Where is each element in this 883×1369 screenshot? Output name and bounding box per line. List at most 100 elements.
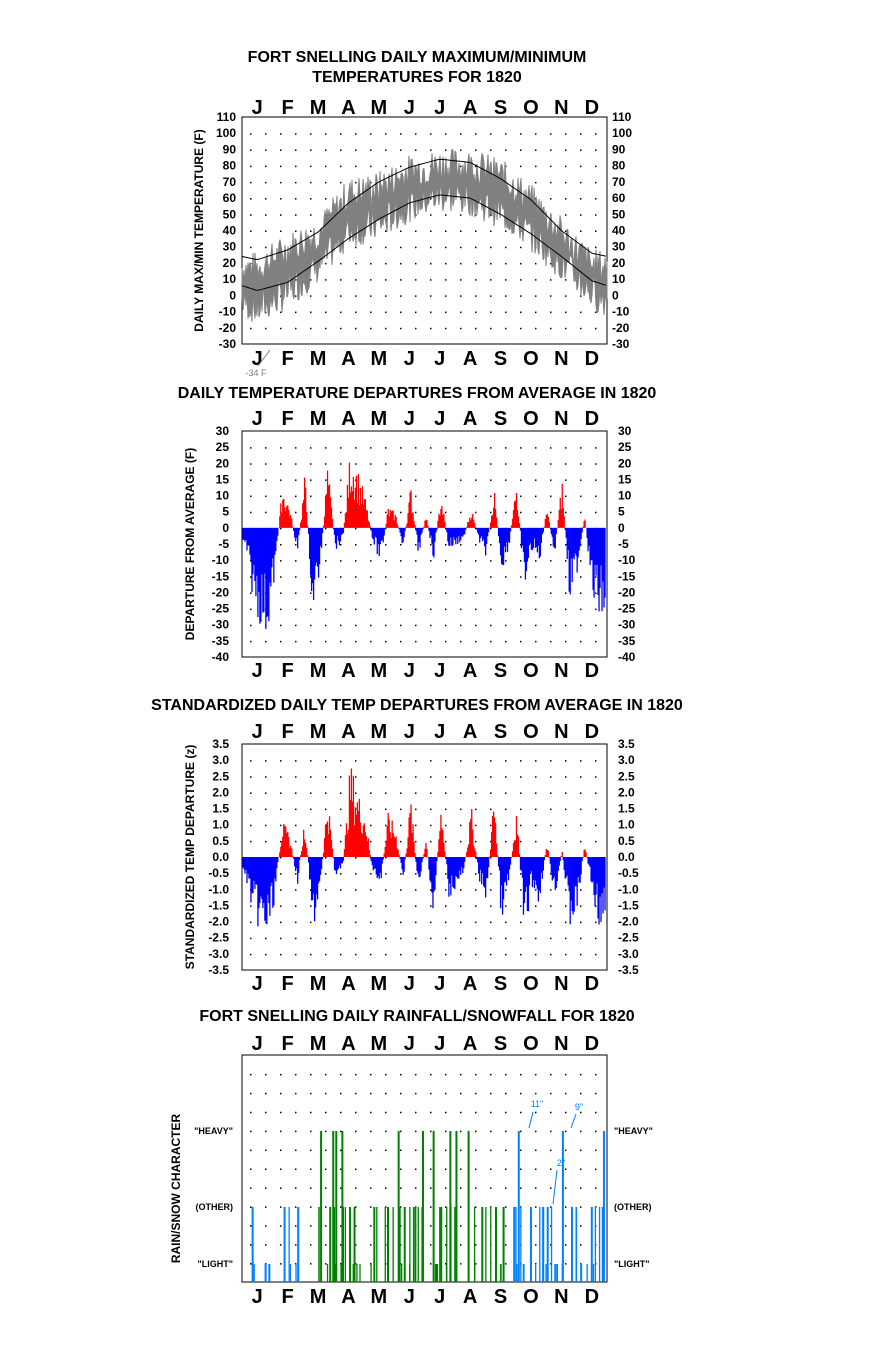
grid-dot	[520, 544, 522, 546]
grid-dot	[415, 511, 417, 514]
grid-dot	[385, 1130, 387, 1133]
grid-dot	[580, 792, 582, 794]
grid-dot	[370, 1111, 372, 1114]
temps-daily-min-line	[390, 221, 393, 232]
grid-dot	[310, 230, 312, 232]
grid-dot	[265, 327, 267, 330]
grid-dot	[355, 873, 357, 875]
grid-dot	[265, 246, 267, 249]
grid-dot	[325, 1149, 327, 1152]
temps-daily-max-line	[298, 242, 301, 259]
temps-ytick-right: -30	[612, 337, 630, 351]
grid-dot	[490, 246, 492, 249]
temps-daily-min-line	[603, 299, 606, 315]
grid-dot	[565, 1149, 567, 1152]
grid-dot	[580, 311, 582, 314]
grid-dot	[295, 640, 297, 643]
grid-dot	[415, 592, 417, 594]
temps-daily-max-line	[418, 163, 421, 188]
grid-dot	[250, 479, 252, 481]
grid-dot	[490, 1187, 492, 1189]
grid-dot	[280, 905, 282, 907]
grid-dot	[355, 857, 357, 859]
grid-dot	[490, 262, 492, 265]
grid-dot	[355, 1225, 357, 1227]
grid-dot	[535, 311, 537, 314]
grid-dot	[280, 560, 282, 562]
temps-daily-max-line	[550, 213, 553, 232]
temps-normal-high-line	[241, 158, 607, 260]
grid-dot	[535, 905, 537, 907]
grid-dot	[580, 889, 582, 891]
grid-dot	[520, 1149, 522, 1152]
grid-dot	[340, 921, 342, 924]
temps-daily-min-line	[368, 210, 371, 230]
grid-dot	[325, 937, 327, 940]
temps-daily-min-line	[296, 272, 299, 300]
grid-dot	[400, 873, 402, 875]
grid-dot	[460, 327, 462, 330]
grid-dot	[580, 921, 582, 924]
standardized-ytick-left: -2.5	[208, 931, 229, 945]
grid-dot	[520, 165, 522, 168]
grid-dot	[550, 1225, 552, 1227]
temps-daily-min-line	[534, 246, 537, 254]
temps-daily-max-line	[552, 229, 555, 239]
departures-ytick-left: -5	[218, 537, 229, 551]
grid-dot	[445, 1244, 447, 1246]
grid-dot	[505, 776, 507, 778]
grid-dot	[550, 1149, 552, 1152]
grid-dot	[280, 624, 282, 627]
grid-dot	[250, 1168, 252, 1170]
grid-dot	[370, 624, 372, 627]
grid-dot	[340, 1244, 342, 1246]
grid-dot	[385, 1187, 387, 1189]
grid-dot	[430, 608, 432, 611]
grid-dot	[325, 873, 327, 875]
standardized-ytick-right: 2.5	[618, 769, 635, 783]
grid-dot	[475, 640, 477, 643]
grid-dot	[325, 1130, 327, 1133]
grid-dot	[370, 873, 372, 875]
grid-dot	[355, 327, 357, 330]
grid-dot	[400, 840, 402, 843]
grid-dot	[295, 905, 297, 907]
temps-daily-min-line	[286, 293, 289, 298]
grid-dot	[295, 873, 297, 875]
standardized-ylabel: STANDARDIZED TEMP DEPARTURE (z)	[183, 745, 197, 970]
grid-dot	[460, 576, 462, 578]
temps-daily-max-line	[507, 186, 510, 192]
grid-dot	[265, 181, 267, 184]
standardized-ytick-right: -3.0	[618, 947, 639, 961]
precip-bottom-month-1: J	[252, 1286, 263, 1308]
grid-dot	[505, 230, 507, 232]
grid-dot	[580, 576, 582, 578]
grid-dot	[505, 889, 507, 891]
precip-top-month-7: J	[434, 1033, 445, 1055]
grid-dot	[595, 808, 597, 811]
grid-dot	[460, 624, 462, 627]
grid-dot	[370, 921, 372, 924]
temps-daily-max-line	[345, 206, 348, 210]
grid-dot	[490, 1092, 492, 1095]
grid-dot	[400, 479, 402, 481]
departures-bars	[242, 462, 606, 629]
grid-dot	[250, 1206, 252, 1208]
temps-daily-min-line	[344, 227, 347, 239]
grid-dot	[505, 479, 507, 481]
grid-dot	[280, 1168, 282, 1170]
grid-dot	[535, 165, 537, 168]
grid-dot	[430, 889, 432, 891]
temps-daily-min-line	[405, 212, 408, 222]
temps-daily-min-line	[558, 273, 561, 277]
grid-dot	[565, 1187, 567, 1189]
grid-dot	[400, 463, 402, 465]
grid-dot	[265, 640, 267, 643]
grid-dot	[430, 760, 432, 762]
grid-dot	[580, 181, 582, 184]
grid-dot	[250, 1111, 252, 1114]
grid-dot	[325, 279, 327, 281]
grid-dot	[250, 776, 252, 778]
grid-dot	[340, 262, 342, 265]
grid-dot	[580, 447, 582, 449]
